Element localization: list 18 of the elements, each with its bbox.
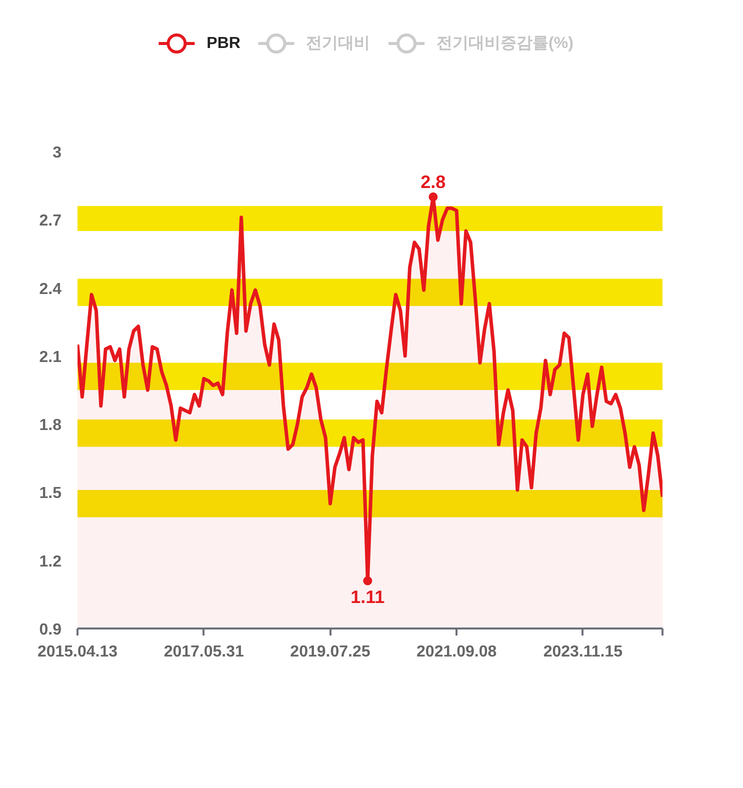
legend-label: 전기대비증감률(%) (436, 35, 574, 52)
y-tick-label: 2.4 (39, 280, 62, 298)
y-tick-label: 2.7 (39, 212, 62, 230)
y-tick-label: 1.2 (39, 553, 62, 570)
x-tick-label: 2015.04.13 (37, 644, 118, 660)
y-tick-label: 1.8 (39, 417, 62, 434)
legend-label: 전기대비 (306, 35, 370, 52)
y-tick-label: 1.5 (39, 485, 62, 502)
legend-label: PBR (206, 35, 241, 52)
y-tick-label: 3 (52, 144, 62, 162)
y-tick-label: 2.1 (39, 348, 62, 366)
x-tick-label: 2021.09.08 (416, 644, 497, 660)
x-tick-label: 2017.05.31 (164, 644, 244, 660)
x-tick-label: 2019.07.25 (290, 644, 370, 660)
y-tick-label: 0.9 (39, 622, 62, 638)
annotation: 2.8 (420, 172, 446, 192)
x-tick-label: 2023.11.15 (543, 644, 623, 660)
annotation: 1.11 (350, 586, 385, 607)
